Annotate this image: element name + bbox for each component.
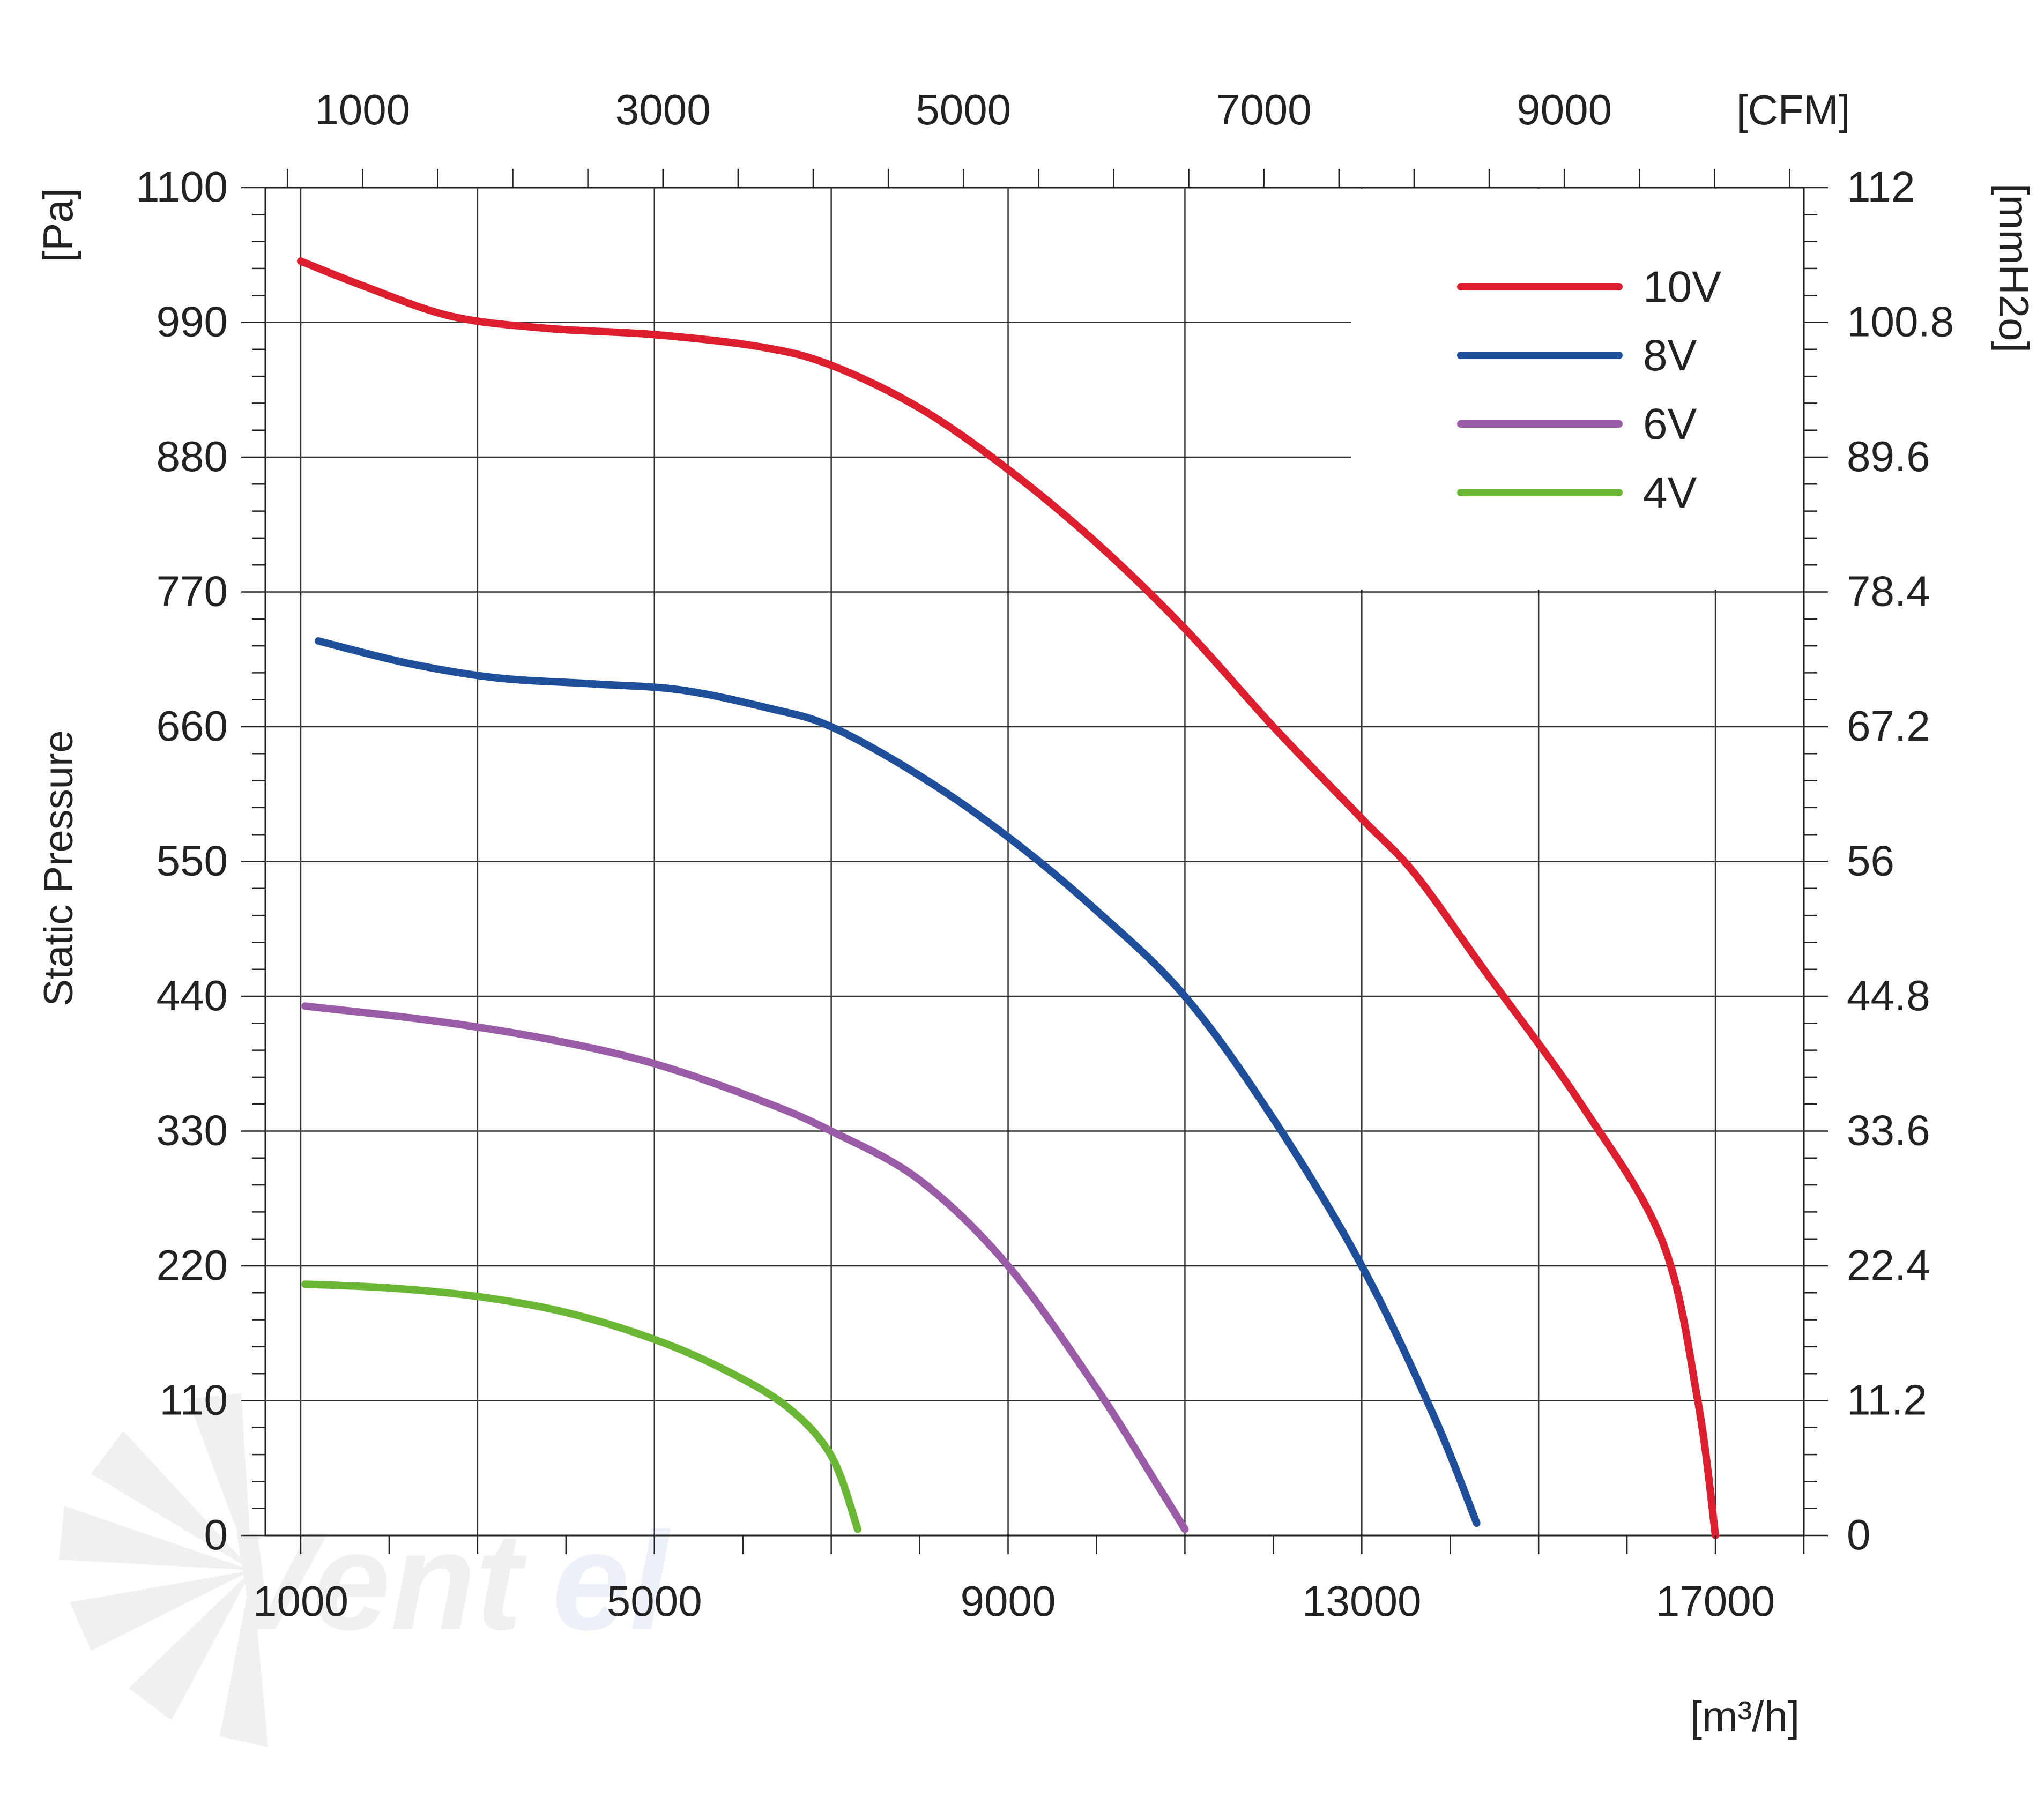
svg-text:el: el [552, 1504, 671, 1659]
y-right-tick-label: 67.2 [1847, 702, 1930, 750]
x-bottom-unit: [m³/h] [1690, 1692, 1800, 1740]
legend: 10V 8V 6V 4V [1351, 189, 1803, 590]
x-bottom-tick-label: 5000 [607, 1577, 702, 1625]
y-left-tick-label: 440 [157, 972, 228, 1019]
legend-background [1351, 189, 1803, 590]
series-line-6V [301, 1002, 1189, 1533]
series-group [297, 257, 1720, 1539]
y-right-tick-label: 44.8 [1847, 972, 1930, 1019]
y-right-tick-label: 112 [1847, 163, 1915, 211]
x-top-tick-label: 9000 [1517, 86, 1612, 133]
legend-label-4V: 4V [1643, 468, 1697, 517]
y-right-tick-label: 100.8 [1847, 298, 1954, 346]
y-left-tick-label: 880 [157, 432, 228, 480]
x-bottom-tick-label: 17000 [1656, 1577, 1775, 1625]
x-bottom-tick-label: 13000 [1302, 1577, 1421, 1625]
x-top-tick-label: 5000 [916, 86, 1011, 133]
y-right-tick-label: 11.2 [1847, 1376, 1927, 1424]
y-right-tick-label: 78.4 [1847, 568, 1930, 615]
y-left-tick-label: 0 [204, 1511, 228, 1558]
y-left-tick-label: 770 [157, 568, 228, 615]
series-line-8V [315, 637, 1481, 1527]
y-right-tick-label: 89.6 [1847, 432, 1930, 480]
y-left-tick-label: 110 [159, 1376, 228, 1424]
y-right-tick-label: 33.6 [1847, 1107, 1930, 1154]
y-left-tick-label: 550 [157, 837, 228, 885]
y-left-tick-label: 330 [157, 1107, 228, 1154]
y-left-tick-label: 1100 [136, 163, 228, 211]
y-axis-title: Static Pressure [36, 730, 81, 1006]
y-right-unit: [mmH2o] [1990, 183, 2038, 353]
y-right-tick-label: 22.4 [1847, 1241, 1930, 1289]
y-right-tick-label: 0 [1847, 1511, 1871, 1558]
y-left-tick-label: 660 [157, 702, 228, 750]
x-top-tick-label: 1000 [315, 86, 410, 133]
x-top-unit: [CFM] [1736, 86, 1850, 133]
y-left-tick-label: 990 [157, 298, 228, 346]
legend-label-8V: 8V [1643, 331, 1697, 380]
x-bottom-tick-label: 1000 [253, 1577, 348, 1625]
x-bottom-tick-label: 9000 [961, 1577, 1056, 1625]
series-line-4V [301, 1280, 862, 1533]
axis-labels: 0 110 220 330 440 550 660 770 880 990 1100 0 11.2 22.… [136, 86, 1954, 1625]
x-top-tick-label: 3000 [615, 86, 711, 133]
legend-label-10V: 10V [1643, 263, 1721, 311]
vental-watermark-logo: Vent el [59, 1393, 671, 1747]
series-line-10V [297, 257, 1720, 1539]
y-left-unit: [Pa] [34, 188, 81, 263]
x-top-tick-label: 7000 [1216, 86, 1312, 133]
legend-label-6V: 6V [1643, 400, 1697, 449]
y-right-tick-label: 56 [1847, 837, 1894, 885]
y-left-tick-label: 220 [157, 1241, 228, 1289]
tick-marks [241, 169, 1828, 1554]
